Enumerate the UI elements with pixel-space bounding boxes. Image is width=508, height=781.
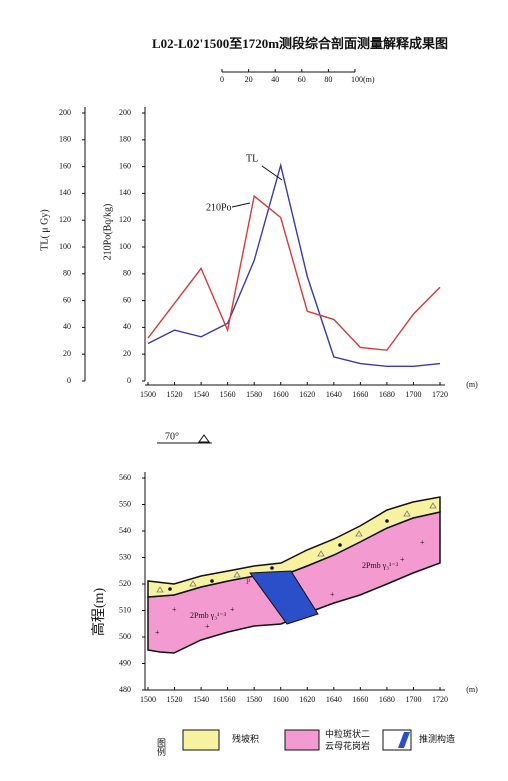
x-tick-label: 1680 — [379, 390, 395, 399]
legend-title: 图例 — [156, 738, 166, 757]
y-tick-label: 0 — [127, 376, 131, 385]
x-tick-label: 1720 — [432, 695, 448, 704]
y-tick-label: 20 — [123, 349, 131, 358]
y-tick-label: 510 — [119, 605, 131, 614]
x-tick-label: 1640 — [326, 390, 342, 399]
scale-label: 40 — [271, 75, 279, 84]
y-tick-label: 80 — [123, 269, 131, 278]
x-tick-label: 1580 — [246, 390, 262, 399]
x-tick-label: 1540 — [193, 390, 209, 399]
x-tick-label: 1720 — [432, 390, 448, 399]
page: L02-L02'1500至1720m测段综合剖面测量解释成果图 +++++++ … — [0, 0, 508, 781]
y-tick-label: 140 — [119, 188, 131, 197]
x-tick-label: 1520 — [167, 390, 183, 399]
y-tick-label: 540 — [119, 526, 131, 535]
x-tick-label: 1500 — [140, 390, 156, 399]
y-tick-label: 120 — [59, 215, 71, 224]
scale-label: 100(m) — [351, 75, 375, 84]
dip-angle: 70° — [165, 431, 179, 442]
x-tick-label: 1660 — [352, 390, 368, 399]
x-tick-label: 1600 — [273, 695, 289, 704]
y-axis-label: 高程(m) — [90, 588, 107, 637]
y-tick-label: 520 — [119, 579, 131, 588]
y-tick-label: 120 — [119, 215, 131, 224]
y-tick-label: 100 — [119, 242, 131, 251]
y-tick-label: 480 — [119, 685, 131, 694]
x-tick-label: 1560 — [220, 695, 236, 704]
y-tick-label: 490 — [119, 658, 131, 667]
rock-label: 2Pmb γ₃¹⁻³ — [362, 561, 399, 570]
svg-text:+: + — [230, 605, 235, 614]
x-tick-label: 1560 — [220, 390, 236, 399]
scale-label: 80 — [324, 75, 332, 84]
x-tick-label: 1540 — [193, 695, 209, 704]
legend-label: 云母花岗岩 — [325, 740, 370, 751]
legend-label: 中粒斑状二 — [325, 728, 370, 739]
y-tick-label: 560 — [119, 473, 131, 482]
svg-text:+: + — [205, 622, 210, 631]
y-tick-label: 200 — [119, 108, 131, 117]
x-tick-label: 1620 — [299, 390, 315, 399]
scale-label: 0 — [220, 75, 224, 84]
x-tick-label: 1580 — [246, 695, 262, 704]
series-label: TL — [246, 153, 258, 164]
x-tick-label: 1520 — [167, 695, 183, 704]
x-tick-label: 1620 — [299, 695, 315, 704]
svg-text:+: + — [172, 605, 177, 614]
scale-label: 20 — [245, 75, 253, 84]
legend-swatch — [183, 730, 219, 750]
y-tick-label: 0 — [67, 376, 71, 385]
chart-title: L02-L02'1500至1720m测段综合剖面测量解释成果图 — [152, 36, 448, 51]
y-tick-label: 20 — [63, 349, 71, 358]
x-tick-label: 1500 — [140, 695, 156, 704]
x-tick-label: 1680 — [379, 695, 395, 704]
svg-text:+: + — [155, 628, 160, 637]
x-tick-label: 1600 — [273, 390, 289, 399]
scale-label: 60 — [298, 75, 306, 84]
y-axis-label: TL( μ Gy) — [39, 209, 50, 250]
x-tick-label: 1640 — [326, 695, 342, 704]
y-tick-label: 60 — [123, 295, 131, 304]
y-tick-label: 40 — [123, 322, 131, 331]
y-tick-label: 530 — [119, 552, 131, 561]
series-label: 210Po — [206, 202, 232, 213]
y-tick-label: 180 — [119, 135, 131, 144]
y-tick-label: 40 — [63, 322, 71, 331]
svg-text:+: + — [400, 555, 405, 564]
x-unit: (m) — [466, 685, 478, 694]
svg-text:+: + — [420, 538, 425, 547]
fault-label: P — [246, 577, 251, 586]
x-tick-label: 1700 — [405, 695, 421, 704]
legend-label: 推测构造 — [419, 733, 455, 744]
y-tick-label: 60 — [63, 295, 71, 304]
y-tick-label: 140 — [59, 188, 71, 197]
x-tick-label: 1660 — [352, 695, 368, 704]
y-tick-label: 200 — [59, 108, 71, 117]
y-tick-label: 500 — [119, 632, 131, 641]
x-tick-label: 1700 — [405, 390, 421, 399]
y-tick-label: 180 — [59, 135, 71, 144]
y-tick-label: 160 — [59, 161, 71, 170]
x-unit: (m) — [466, 380, 478, 389]
y2-axis-label: 210Po(Bq/kg) — [102, 204, 113, 261]
legend-label: 残坡积 — [232, 733, 259, 744]
y-tick-label: 100 — [59, 242, 71, 251]
y-tick-label: 80 — [63, 269, 71, 278]
y-tick-label: 550 — [119, 499, 131, 508]
svg-text:+: + — [330, 590, 335, 599]
rock-label: 2Pmb γ₃¹⁻³ — [190, 611, 227, 620]
legend-swatch — [285, 730, 319, 750]
y-tick-label: 160 — [119, 161, 131, 170]
